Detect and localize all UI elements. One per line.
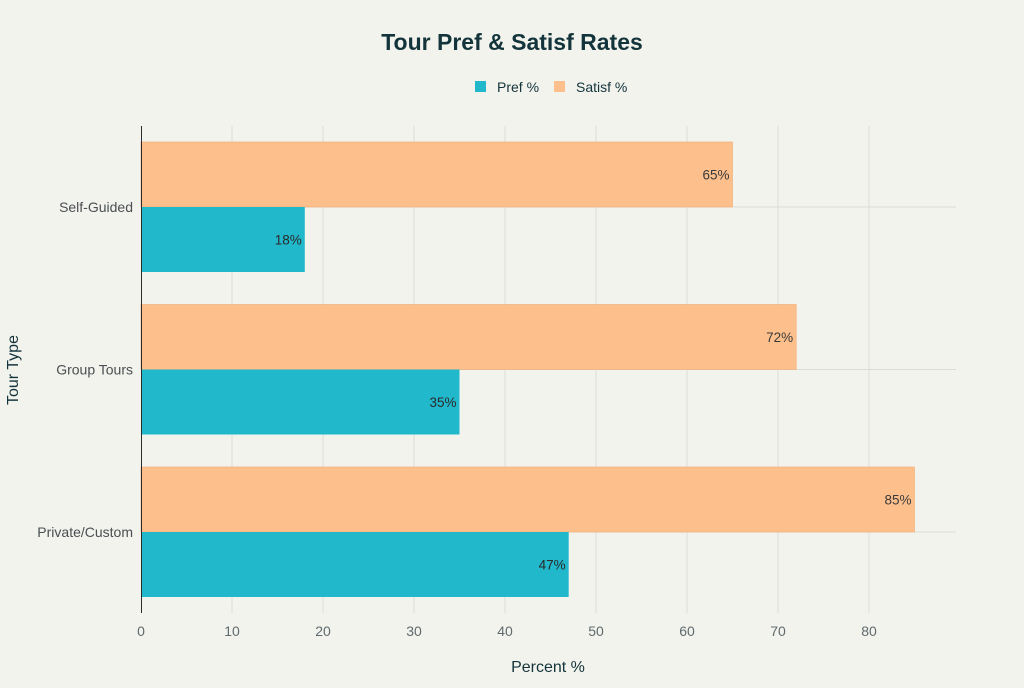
x-tick-label: 80	[861, 623, 877, 639]
y-tick-label: Self-Guided	[59, 199, 133, 215]
legend-item: Pref %	[475, 79, 539, 95]
y-axis-label: Tour Type	[5, 335, 22, 405]
x-axis-tick-labels: 0 10 20 30 40 50 60 70 80	[137, 623, 877, 639]
data-label-satisf: 85%	[884, 493, 911, 508]
x-tick-label: 60	[679, 623, 695, 639]
x-tick-label: 10	[224, 623, 240, 639]
bar-pref	[141, 207, 305, 272]
bar-satisf	[140, 466, 915, 533]
bars-group: 65% 18% 72% 35% 85% 47%	[140, 141, 915, 597]
legend-swatch	[475, 81, 486, 92]
data-label-satisf: 72%	[766, 330, 793, 345]
data-label-pref: 18%	[275, 233, 302, 248]
x-axis-label: Percent %	[511, 659, 585, 676]
x-tick-label: 20	[315, 623, 331, 639]
y-axis-tick-labels: Self-Guided Group Tours Private/Custom	[37, 199, 133, 540]
bar-satisf	[140, 141, 733, 208]
legend-item: Satisf %	[554, 79, 627, 95]
legend-swatch	[554, 81, 565, 92]
x-tick-label: 50	[588, 623, 604, 639]
bar-pref	[141, 369, 460, 435]
data-label-satisf: 65%	[702, 168, 729, 183]
x-tick-label: 40	[497, 623, 513, 639]
x-tick-label: 30	[406, 623, 422, 639]
data-label-pref: 47%	[539, 558, 566, 573]
data-label-pref: 35%	[429, 395, 456, 410]
y-tick-label: Private/Custom	[37, 524, 133, 540]
x-tick-label: 0	[137, 623, 145, 639]
chart-legend: Pref % Satisf %	[475, 79, 627, 95]
x-tick-label: 70	[770, 623, 786, 639]
legend-label: Pref %	[497, 79, 539, 95]
chart-title: Tour Pref & Satisf Rates	[381, 29, 643, 55]
bar-pref	[141, 532, 569, 597]
y-tick-label: Group Tours	[56, 362, 133, 378]
bar-satisf	[140, 304, 797, 370]
legend-label: Satisf %	[576, 79, 627, 95]
